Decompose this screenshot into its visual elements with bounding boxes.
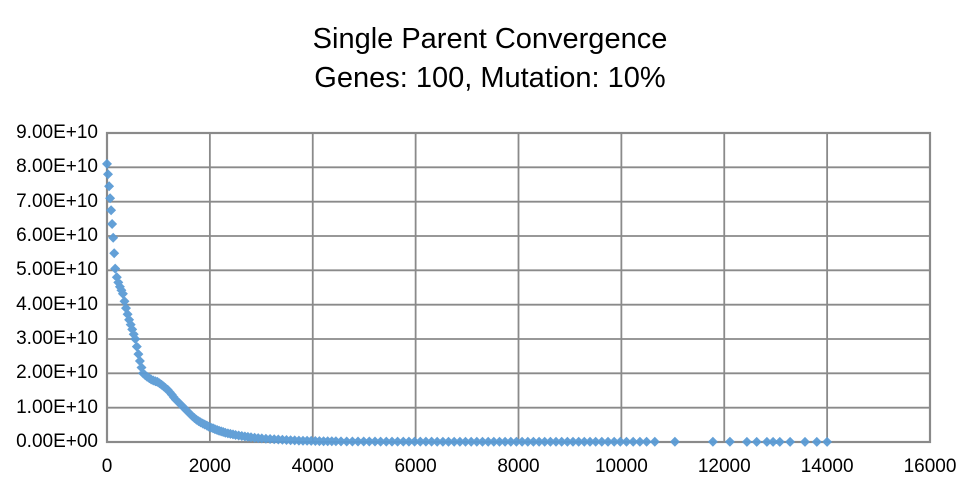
- y-axis-tick-label: 7.00E+10: [16, 190, 98, 212]
- chart-title: Single Parent Convergence Genes: 100, Mu…: [0, 20, 980, 98]
- x-axis-tick-label: 8000: [497, 456, 540, 477]
- x-axis-tick-label: 6000: [394, 456, 437, 477]
- x-axis-tick-label: 2000: [188, 456, 232, 477]
- y-axis-tick-label: 8.00E+10: [16, 156, 98, 178]
- x-axis-tick-label: 4000: [291, 456, 334, 477]
- y-axis-tick-label: 2.00E+10: [16, 362, 98, 384]
- x-axis-tick-label: 14000: [800, 456, 854, 477]
- y-axis-tick-label: 0.00E+00: [16, 431, 98, 452]
- x-axis-tick-label: 10000: [594, 456, 648, 477]
- y-axis-tick-label: 4.00E+10: [16, 293, 98, 315]
- x-axis-tick-label: 16000: [903, 456, 957, 477]
- y-axis-tick-label: 6.00E+10: [16, 225, 98, 246]
- chart-title-line1: Single Parent Convergence: [312, 23, 668, 55]
- y-axis-tick-label: 9.00E+10: [16, 122, 98, 143]
- y-axis-tick-label: 3.00E+10: [16, 328, 98, 349]
- y-axis-tick-label: 1.00E+10: [16, 396, 98, 418]
- x-axis-tick-label: 0: [101, 456, 113, 477]
- chart-title-line2: Genes: 100, Mutation: 10%: [314, 62, 666, 94]
- x-axis-tick-label: 12000: [697, 456, 751, 477]
- y-axis-tick-label: 5.00E+10: [16, 259, 98, 281]
